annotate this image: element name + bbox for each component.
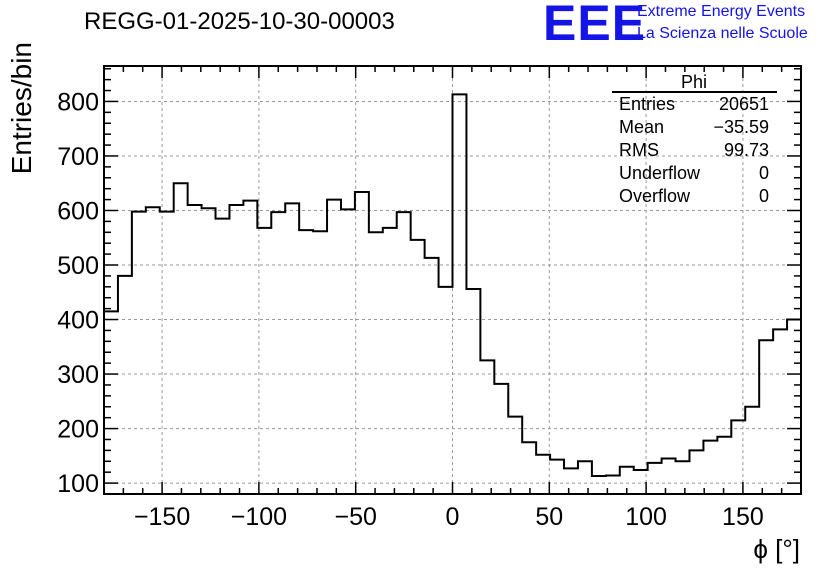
stats-value: 99.73 — [724, 140, 769, 160]
y-tick-label: 800 — [57, 88, 99, 116]
x-axis-label: ϕ [°] — [753, 534, 800, 564]
stats-label: Mean — [619, 117, 664, 137]
stats-value: 0 — [759, 186, 769, 206]
stats-box: Phi Entries 20651 Mean −35.59 RMS 99.73 Underf… — [612, 72, 777, 206]
stats-value: 0 — [759, 163, 769, 183]
stats-label: RMS — [619, 140, 659, 160]
x-tick-label: 100 — [625, 503, 667, 531]
y-tick-label: 700 — [57, 143, 99, 171]
axis-ticks — [103, 66, 802, 495]
stats-value: 20651 — [719, 94, 769, 114]
stats-value: −35.59 — [713, 117, 769, 137]
logo-caption-line1: Extreme Energy Events — [637, 3, 806, 20]
stats-label: Underflow — [619, 163, 701, 183]
y-tick-label: 300 — [57, 361, 99, 389]
stats-box-title: Phi — [681, 72, 707, 92]
y-tick-label: 400 — [57, 307, 99, 335]
x-tick-label: −150 — [134, 503, 190, 531]
histogram-series — [104, 93, 801, 478]
x-tick-label: −100 — [231, 503, 287, 531]
logo-caption-line2: La Scienza nelle Scuole — [637, 25, 808, 42]
eee-logo: EEE — [543, 0, 647, 51]
tick-labels: −150 −100 −50 0 50 100 150 100 200 300 400 500 600 70… — [57, 88, 763, 531]
y-tick-label: 200 — [57, 416, 99, 444]
y-tick-label: 100 — [57, 470, 99, 498]
stats-label: Overflow — [619, 186, 691, 206]
x-tick-label: 50 — [535, 503, 563, 531]
x-tick-label: 0 — [446, 503, 460, 531]
y-axis-label: Entries/bin — [6, 42, 37, 174]
y-tick-label: 500 — [57, 252, 99, 280]
x-tick-label: 150 — [722, 503, 764, 531]
grid — [104, 66, 801, 494]
stats-label: Entries — [619, 94, 675, 114]
x-tick-label: −50 — [334, 503, 376, 531]
chart-title: REGG-01-2025-10-30-00003 — [84, 8, 395, 35]
y-tick-label: 600 — [57, 197, 99, 225]
